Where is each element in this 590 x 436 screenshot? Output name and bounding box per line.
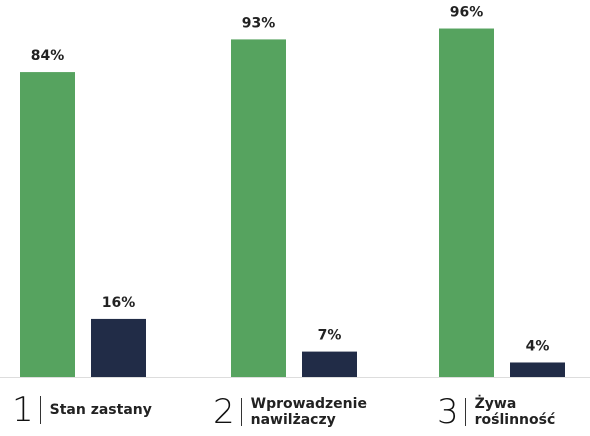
- category-number: 2: [213, 392, 242, 432]
- category-number: 3: [437, 392, 466, 432]
- bar: [20, 72, 75, 377]
- value-label: 96%: [450, 5, 484, 21]
- bar: [231, 39, 286, 377]
- bar: [510, 362, 565, 377]
- value-label: 93%: [242, 15, 276, 31]
- bar: [302, 351, 357, 377]
- category-name: Stan zastany: [49, 402, 152, 418]
- value-label: 16%: [102, 295, 136, 311]
- category-label: 3 Żywa roślinność: [437, 392, 556, 432]
- bar: [91, 318, 146, 377]
- category-label: 1 Stan zastany: [12, 390, 180, 430]
- category-name: Żywa roślinność: [474, 396, 556, 428]
- bar: [439, 28, 494, 378]
- value-label: 84%: [31, 48, 65, 64]
- category-name: Wprowadzenie nawilżaczy: [250, 396, 367, 428]
- category-label: 2 Wprowadzenie nawilżaczy: [213, 392, 367, 432]
- category-number: 1: [12, 390, 41, 430]
- value-label: 7%: [318, 328, 342, 344]
- value-label: 4%: [526, 338, 550, 354]
